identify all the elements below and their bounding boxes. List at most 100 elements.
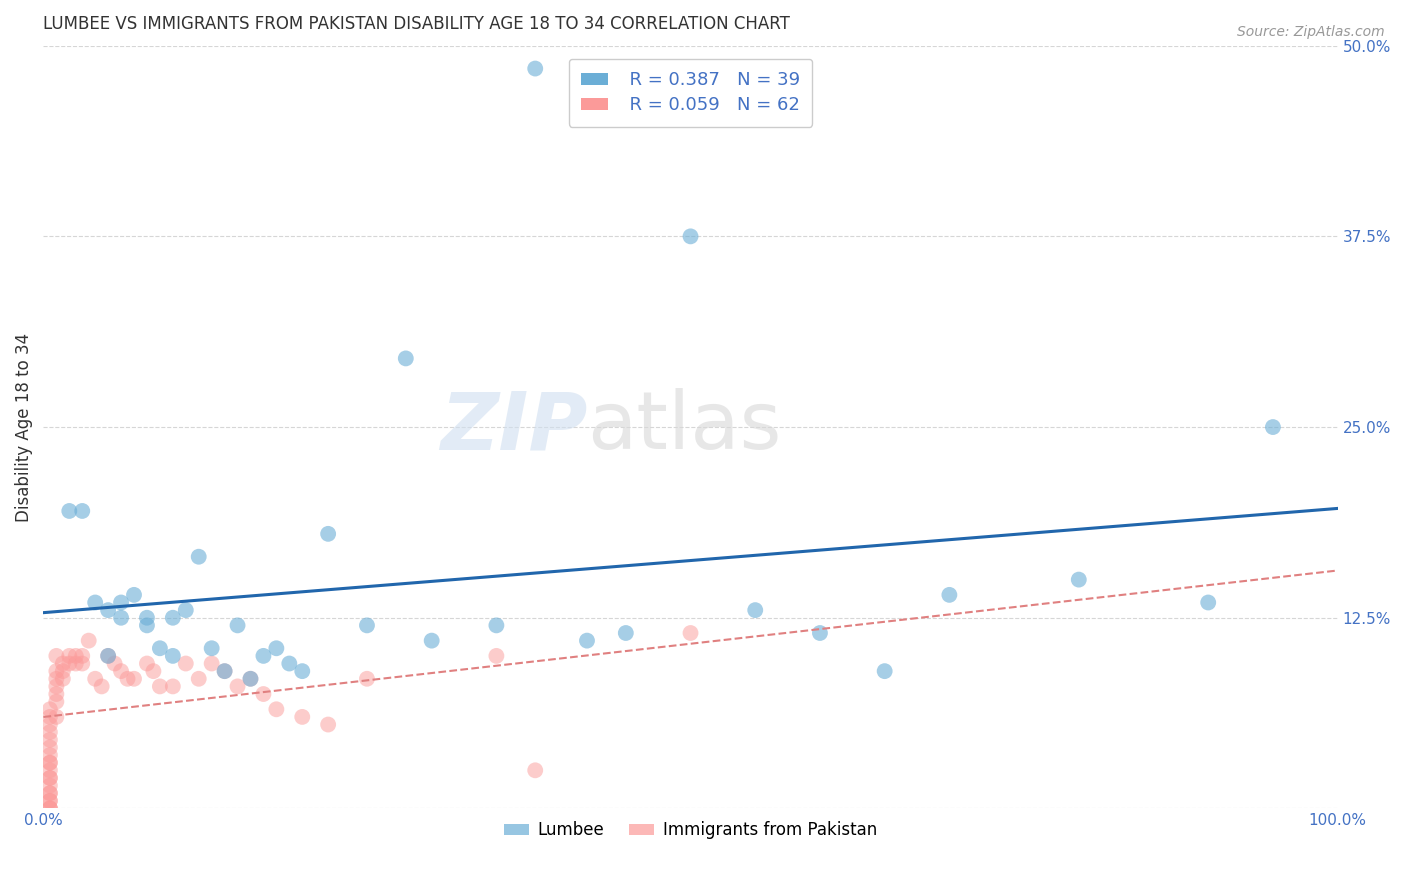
- Point: [187, 549, 209, 564]
- Point: [38, 756, 60, 770]
- Point: [38, 756, 60, 770]
- Point: [278, 657, 301, 671]
- Point: [679, 229, 702, 244]
- Point: [873, 664, 896, 678]
- Y-axis label: Disability Age 18 to 34: Disability Age 18 to 34: [15, 333, 32, 522]
- Point: [38, 801, 60, 815]
- Point: [614, 626, 637, 640]
- Point: [316, 526, 339, 541]
- Point: [136, 611, 159, 625]
- Point: [122, 672, 145, 686]
- Point: [38, 732, 60, 747]
- Point: [84, 672, 107, 686]
- Point: [84, 595, 107, 609]
- Point: [485, 618, 508, 632]
- Point: [420, 633, 443, 648]
- Point: [65, 657, 87, 671]
- Legend: Lumbee, Immigrants from Pakistan: Lumbee, Immigrants from Pakistan: [498, 814, 883, 846]
- Point: [162, 680, 184, 694]
- Point: [524, 62, 547, 76]
- Point: [266, 702, 288, 716]
- Point: [252, 648, 274, 663]
- Point: [58, 657, 80, 671]
- Point: [38, 717, 60, 731]
- Point: [174, 657, 197, 671]
- Point: [162, 648, 184, 663]
- Point: [117, 672, 139, 686]
- Point: [1067, 573, 1090, 587]
- Point: [38, 794, 60, 808]
- Point: [45, 710, 67, 724]
- Point: [38, 725, 60, 739]
- Point: [70, 648, 93, 663]
- Point: [38, 702, 60, 716]
- Point: [38, 779, 60, 793]
- Point: [808, 626, 831, 640]
- Text: atlas: atlas: [586, 388, 782, 466]
- Point: [97, 603, 120, 617]
- Point: [239, 672, 262, 686]
- Point: [291, 664, 314, 678]
- Point: [38, 794, 60, 808]
- Point: [97, 648, 120, 663]
- Point: [110, 595, 132, 609]
- Point: [58, 504, 80, 518]
- Point: [38, 801, 60, 815]
- Point: [1261, 420, 1284, 434]
- Point: [45, 664, 67, 678]
- Point: [52, 672, 75, 686]
- Point: [45, 695, 67, 709]
- Point: [52, 664, 75, 678]
- Point: [214, 664, 236, 678]
- Point: [45, 687, 67, 701]
- Point: [239, 672, 262, 686]
- Point: [122, 588, 145, 602]
- Point: [356, 618, 378, 632]
- Point: [524, 764, 547, 778]
- Point: [316, 717, 339, 731]
- Point: [214, 664, 236, 678]
- Point: [38, 771, 60, 785]
- Point: [77, 633, 100, 648]
- Point: [70, 657, 93, 671]
- Point: [45, 680, 67, 694]
- Point: [136, 657, 159, 671]
- Point: [266, 641, 288, 656]
- Point: [90, 680, 112, 694]
- Point: [162, 611, 184, 625]
- Point: [744, 603, 766, 617]
- Point: [45, 648, 67, 663]
- Point: [38, 786, 60, 800]
- Point: [70, 504, 93, 518]
- Point: [226, 680, 249, 694]
- Point: [485, 648, 508, 663]
- Point: [52, 657, 75, 671]
- Point: [1197, 595, 1219, 609]
- Point: [38, 710, 60, 724]
- Point: [679, 626, 702, 640]
- Text: Source: ZipAtlas.com: Source: ZipAtlas.com: [1237, 25, 1385, 39]
- Point: [97, 648, 120, 663]
- Point: [38, 771, 60, 785]
- Point: [938, 588, 960, 602]
- Point: [575, 633, 598, 648]
- Point: [201, 641, 224, 656]
- Point: [149, 680, 172, 694]
- Point: [252, 687, 274, 701]
- Point: [291, 710, 314, 724]
- Point: [38, 740, 60, 755]
- Point: [45, 672, 67, 686]
- Point: [38, 801, 60, 815]
- Point: [65, 648, 87, 663]
- Point: [142, 664, 165, 678]
- Point: [226, 618, 249, 632]
- Point: [174, 603, 197, 617]
- Point: [38, 747, 60, 762]
- Point: [187, 672, 209, 686]
- Point: [356, 672, 378, 686]
- Point: [136, 618, 159, 632]
- Point: [110, 611, 132, 625]
- Point: [38, 786, 60, 800]
- Point: [58, 648, 80, 663]
- Text: ZIP: ZIP: [440, 388, 586, 466]
